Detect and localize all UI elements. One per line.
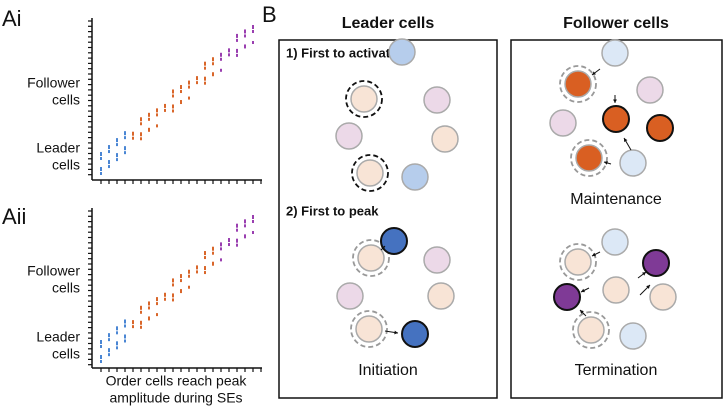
cell <box>649 283 677 311</box>
arrow-head <box>381 246 385 250</box>
cell <box>636 76 664 104</box>
caption: Maintenance <box>570 191 662 208</box>
cell <box>355 315 383 343</box>
arrow-head <box>613 99 617 103</box>
caption: Termination <box>575 362 658 379</box>
caption: Initiation <box>358 362 418 379</box>
cell <box>427 282 455 310</box>
cell <box>642 249 670 277</box>
axis-label: cells <box>52 92 80 108</box>
arrow-head <box>624 138 628 142</box>
axis-label: Leader <box>36 329 80 345</box>
step-label: 2) First to peak <box>286 203 379 218</box>
cell <box>356 159 384 187</box>
cell-ring <box>572 311 610 349</box>
cell <box>602 105 630 133</box>
cell <box>619 322 647 350</box>
cell <box>357 244 385 272</box>
cell <box>431 125 459 153</box>
cell <box>564 248 592 276</box>
cell <box>564 70 592 98</box>
step-label: 1) First to activate <box>286 45 397 60</box>
cell-ring <box>570 139 608 177</box>
cell <box>577 316 605 344</box>
cell <box>646 114 674 142</box>
panel-label: Ai <box>2 6 22 31</box>
cell <box>380 227 408 255</box>
cell <box>350 85 378 113</box>
cell <box>335 122 363 150</box>
panel-label: B <box>262 2 277 27</box>
cell <box>601 39 629 67</box>
cell-ring <box>559 65 597 103</box>
axis-label: Order cells reach peak <box>106 373 248 389</box>
axis-label: cells <box>52 280 80 296</box>
arrow-head <box>592 71 596 75</box>
cell <box>553 283 581 311</box>
axis-label: cells <box>52 157 80 173</box>
axis-label: Leader <box>36 140 80 156</box>
cell <box>401 320 429 348</box>
arrow-head <box>604 161 608 165</box>
cell <box>423 86 451 114</box>
axis-label: Follower <box>27 263 80 279</box>
cell <box>602 276 630 304</box>
arrow-head <box>580 310 584 314</box>
cell <box>423 246 451 274</box>
column-title: Follower cells <box>563 15 669 32</box>
axis-label: cells <box>52 346 80 362</box>
panel-label: Aii <box>2 204 26 229</box>
box <box>278 39 498 399</box>
box <box>510 39 723 399</box>
cell-ring <box>351 154 389 192</box>
cell <box>336 282 364 310</box>
cell-ring <box>559 243 597 281</box>
cell-ring <box>345 80 383 118</box>
cell-ring <box>352 239 390 277</box>
column-title: Leader cells <box>342 15 435 32</box>
cell <box>549 109 577 137</box>
arrow-head <box>581 288 585 293</box>
cell <box>601 228 629 256</box>
arrow-head <box>642 272 646 276</box>
arrow-head <box>646 285 650 289</box>
arrow-head <box>394 330 398 335</box>
axis-label: amplitude during SEs <box>109 390 242 406</box>
axis-label: Follower <box>27 75 80 91</box>
arrow-head <box>592 252 596 257</box>
cell <box>619 149 647 177</box>
cell <box>575 144 603 172</box>
cell <box>401 163 429 191</box>
cell <box>388 38 416 66</box>
cell-ring <box>350 310 388 348</box>
